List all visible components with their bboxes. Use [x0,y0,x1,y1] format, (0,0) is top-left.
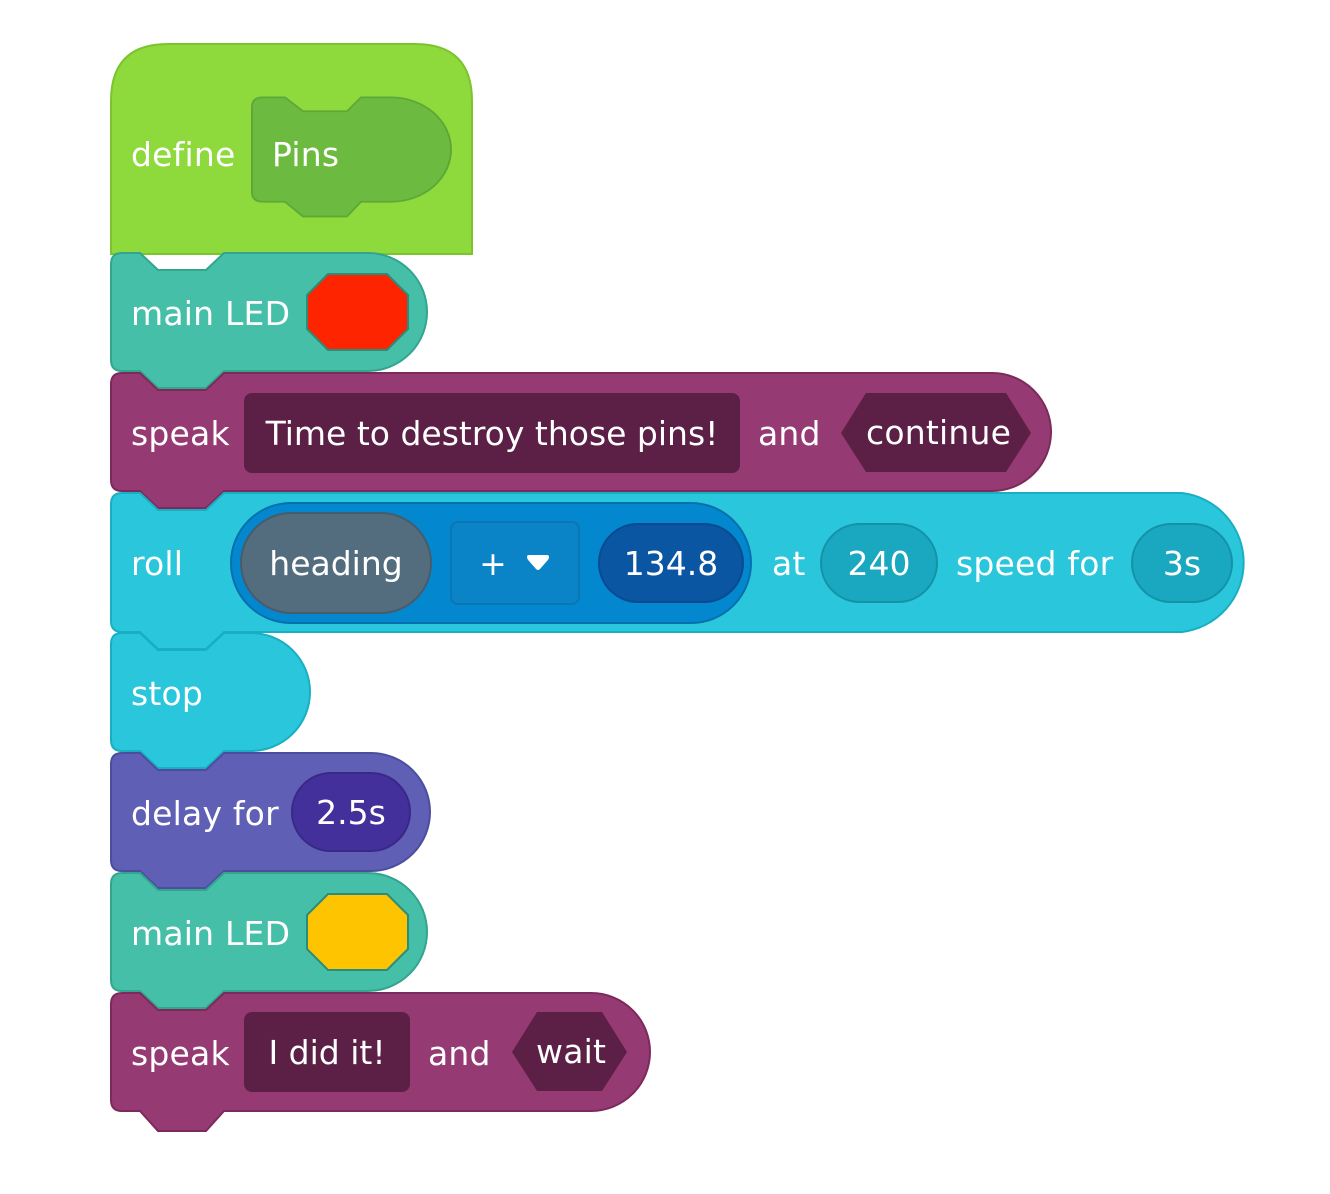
procedure-name: Pins [272,135,340,174]
speak-text-input[interactable]: Time to destroy those pins! [244,393,740,473]
speak-mode-value: continue [866,413,1012,452]
operator-symbol: + [479,543,507,583]
led-color-swatch-red[interactable] [306,273,409,351]
operator-dropdown[interactable]: + [450,521,580,605]
speak-label-2: speak [131,1034,230,1073]
caret-down-icon [526,555,549,570]
speak-block-2[interactable]: speak I did it! and wait [110,992,655,1134]
speak-mode-dropdown-2[interactable]: wait [511,1012,628,1092]
speak-mode-dropdown[interactable]: continue [840,393,1032,473]
delay-duration-input[interactable]: 2.5s [291,772,411,852]
main-led-block-2[interactable]: main LED [110,872,430,1012]
roll-label: roll [131,544,184,583]
speak-text-input-2[interactable]: I did it! [244,1012,410,1092]
speak-mode-value-2: wait [536,1032,607,1071]
main-led-block[interactable]: main LED [110,252,430,392]
delay-block[interactable]: delay for 2.5s [110,752,435,892]
define-keyword: define [131,135,236,174]
at-label: at [772,544,806,583]
speak-label: speak [131,414,230,453]
speak-block[interactable]: speak Time to destroy those pins! and co… [110,372,1055,512]
and-label: and [758,414,821,453]
stop-block[interactable]: stop [110,632,315,772]
speed-for-label: speed for [956,544,1114,583]
heading-variable[interactable]: heading [240,512,432,614]
and-label-2: and [428,1034,491,1073]
heading-value-input[interactable]: 134.8 [598,523,744,603]
stop-block-shape [110,632,311,769]
main-led-label: main LED [131,294,291,333]
main-led-label-2: main LED [131,914,291,953]
led-color-swatch-yellow[interactable] [306,893,409,971]
procedure-name-slot[interactable]: Pins [251,93,453,218]
duration-input[interactable]: 3s [1131,523,1233,603]
stop-label: stop [131,674,204,713]
delay-label: delay for [131,794,279,833]
roll-block[interactable]: roll heading + 134.8 at 240 speed for 3s [110,492,1255,652]
define-block[interactable]: define Pins [110,43,473,255]
speed-input[interactable]: 240 [820,523,938,603]
